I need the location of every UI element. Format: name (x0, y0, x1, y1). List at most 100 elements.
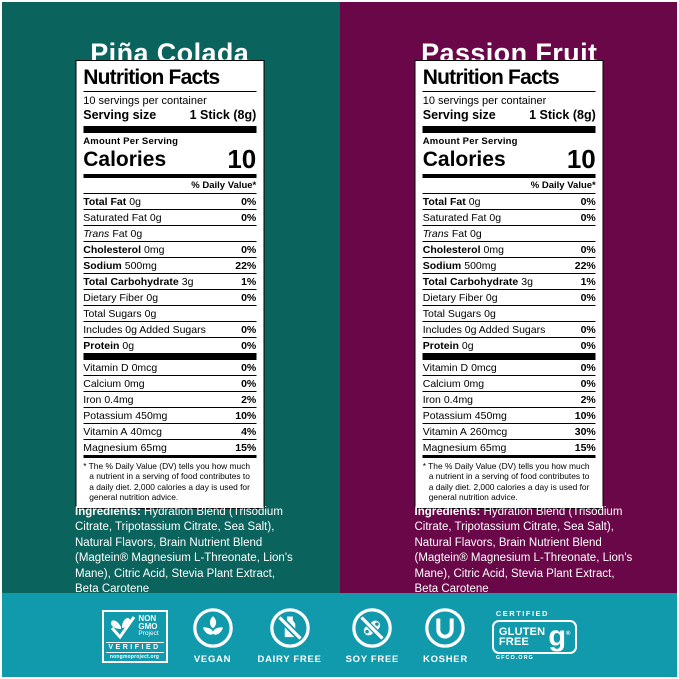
divider-footnote (83, 455, 257, 458)
vitamin-name: Magnesium (422, 441, 478, 454)
nutrient-row: Dietary Fiber 0g 0% (83, 290, 257, 306)
nutrient-row: Includes 0g Added Sugars 0% (83, 322, 257, 338)
daily-value-header: % Daily Value* (83, 178, 257, 194)
nutrient-amount: 0g (468, 195, 481, 208)
registered-mark: ® (566, 630, 571, 637)
panel-passion-fruit: Passion Fruit Nutrition Facts 10 serving… (339, 0, 679, 595)
nutrient-daily-value: 0% (241, 323, 257, 336)
vitamin-name: Iron (83, 393, 102, 406)
servings-per-container: 10 servings per container (83, 95, 207, 107)
soy-free-badge: SOY FREE (346, 607, 399, 665)
nutrition-facts-label: Nutrition Facts 10 servings per containe… (414, 60, 604, 510)
nutrient-amount: 0g (130, 227, 143, 240)
vitamin-row: Magnesium 65mg 15% (423, 440, 596, 455)
amount-per-serving: Amount Per Serving (83, 136, 179, 147)
vitamin-daily-value: 2% (580, 393, 596, 406)
serving-size-row: Serving size 1 Stick (8g) (83, 108, 256, 126)
nutrient-row: Sodium 500mg 22% (83, 258, 257, 274)
nutrient-name: Total Sugars (422, 307, 482, 320)
nutrient-rows: Total Fat 0g 0% Saturated Fat 0g 0% Trans F… (422, 194, 596, 353)
divider-thick (422, 126, 596, 133)
vitamin-daily-value: 15% (574, 441, 596, 454)
nutrient-daily-value: 1% (580, 275, 596, 288)
vitamin-daily-value: 4% (241, 425, 257, 438)
panel-pina-colada: Piña Colada Nutrition Facts 10 servings … (0, 0, 340, 595)
nutrient-daily-value: 0% (580, 195, 596, 208)
vitamin-rows: Vitamin D 0mcg 0% Calcium 0mg 0% Iron 0.4mg… (83, 360, 257, 455)
nutrient-daily-value: 22% (574, 259, 596, 272)
divider-thick (422, 353, 596, 360)
servings-per-container: 10 servings per container (422, 95, 547, 107)
non-gmo-butterfly-icon (111, 615, 136, 639)
nutrition-facts-title: Nutrition Facts (83, 66, 257, 92)
daily-value-footnote: * The % Daily Value (DV) tells you how m… (83, 461, 251, 502)
ingredients-label: Ingredients: (75, 505, 141, 518)
vitamin-row: Magnesium 65mg 15% (83, 440, 256, 455)
nutrient-name: Total Carbohydrate (422, 275, 519, 288)
nutrient-daily-value: 0% (580, 211, 596, 224)
kosher-u-icon (425, 608, 466, 648)
vitamin-amount: 0.4mg (443, 393, 474, 406)
vitamin-row: Iron 0.4mg 2% (83, 392, 257, 408)
calories-label: Calories (83, 148, 167, 171)
vitamin-name: Magnesium (83, 441, 138, 454)
vitamin-amount: 0mcg (471, 361, 497, 374)
nutrient-amount: 500mg (464, 259, 497, 272)
dairy-free-badge: DAIRY FREE (258, 607, 322, 665)
vitamin-daily-value: 0% (241, 361, 257, 374)
nutrient-name: Protein (422, 339, 459, 352)
calories-label: Calories (422, 148, 506, 171)
nutrient-row: Protein 0g 0% (83, 338, 256, 353)
vitamin-row: Vitamin D 0mcg 0% (422, 360, 596, 376)
calories-row: Calories 10 (83, 146, 256, 174)
vegan-badge: VEGAN (192, 607, 234, 665)
nutrient-row: Cholesterol 0mg 0% (422, 242, 596, 258)
serving-size-label: Serving size (83, 108, 157, 122)
nutrient-daily-value: 0% (241, 339, 257, 352)
vitamin-amount: 65mg (480, 441, 507, 454)
vitamin-name: Calcium (83, 377, 122, 390)
vitamin-name: Vitamin D (83, 361, 129, 374)
nutrient-name: Total Fat (83, 195, 127, 208)
nutrient-name: Fat (451, 227, 467, 240)
vitamin-amount: 0mg (124, 377, 145, 390)
vitamin-daily-value: 0% (580, 377, 596, 390)
vegan-leaf-icon (192, 608, 233, 648)
nutrient-name: Cholesterol (422, 243, 481, 256)
nutrient-daily-value: 0% (580, 323, 596, 336)
vitamin-name: Potassium (83, 409, 133, 422)
vitamin-rows: Vitamin D 0mcg 0% Calcium 0mg 0% Iron 0.4mg… (422, 360, 596, 455)
nutrient-amount: 0mg (483, 243, 504, 256)
daily-value-header: % Daily Value* (422, 178, 596, 194)
nutrient-name: Includes 0g Added Sugars (422, 323, 546, 336)
non-gmo-line2: GMO (138, 621, 158, 631)
nutrient-amount: 0g (469, 227, 482, 240)
serving-size-value: 1 Stick (8g) (189, 108, 257, 122)
gluten-free-word2: FREE (498, 636, 530, 648)
non-gmo-url: nongmoproject.org (105, 651, 164, 660)
nutrient-name: Cholesterol (83, 243, 142, 256)
nutrient-name: Dietary Fiber (83, 291, 144, 304)
vitamin-amount: 450mg (474, 409, 507, 422)
nutrient-row: Includes 0g Added Sugars 0% (422, 322, 596, 338)
divider-medium (422, 174, 596, 178)
nutrient-amount: 0mg (144, 243, 165, 256)
vitamin-name: Vitamin A (83, 425, 128, 438)
serving-size-row: Serving size 1 Stick (8g) (423, 108, 596, 126)
vitamin-row: Potassium 450mg 10% (83, 408, 257, 424)
nutrient-rows: Total Fat 0g 0% Saturated Fat 0g 0% Trans F… (83, 194, 257, 353)
nutrient-amount: 0g (484, 307, 496, 320)
nutrient-daily-value: 0% (580, 291, 596, 304)
calories-value: 10 (566, 144, 596, 174)
nutrient-row: Total Sugars 0g (422, 306, 596, 322)
nutrient-row: Sodium 500mg 22% (422, 258, 596, 274)
gfco-org-text: GFCO.ORG (495, 655, 534, 662)
nutrient-amount: 0g (144, 307, 157, 320)
kosher-badge: KOSHER (423, 607, 468, 665)
nutrient-row: Saturated Fat 0g 0% (422, 210, 596, 226)
nutrient-daily-value: 0% (580, 339, 596, 352)
vitamin-row: Vitamin A 260mcg 30% (422, 424, 596, 440)
serving-size-label: Serving size (422, 108, 496, 122)
vitamin-daily-value: 30% (574, 425, 596, 438)
nutrient-name-italic-prefix: Trans (422, 227, 449, 240)
